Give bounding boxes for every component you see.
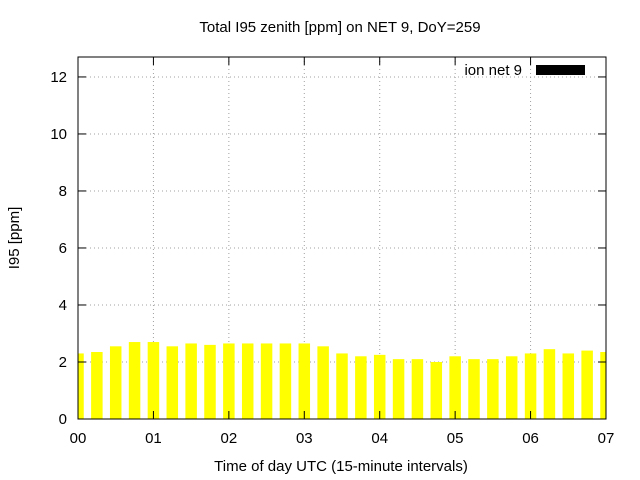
x-tick-label: 06 (522, 430, 539, 447)
bar (411, 359, 424, 419)
bar (524, 353, 537, 419)
plot-frame (77, 56, 607, 420)
y-tick-label: 10 (50, 126, 67, 143)
bar (260, 343, 273, 419)
chart-title: Total I95 zenith [ppm] on NET 9, DoY=259 (199, 19, 480, 36)
grid (78, 57, 606, 419)
bar (543, 349, 556, 419)
bar (147, 342, 160, 419)
x-tick-label: 07 (598, 430, 615, 447)
bar (279, 343, 292, 419)
bar (204, 344, 216, 419)
bar (449, 356, 461, 419)
y-tick-label: 0 (59, 411, 67, 428)
bar (298, 343, 311, 419)
bar (430, 361, 443, 419)
x-tick-label: 00 (70, 430, 87, 447)
legend: ion net 9 (464, 62, 585, 79)
bar (355, 356, 367, 419)
y-tick-label: 8 (59, 183, 67, 200)
bar (373, 354, 386, 419)
bar (581, 350, 593, 419)
bar (600, 352, 606, 419)
bar (392, 359, 405, 419)
bar (185, 343, 197, 419)
bar (91, 352, 103, 419)
y-tick-label: 2 (59, 354, 67, 371)
x-tick-label: 02 (221, 430, 238, 447)
bar (241, 343, 254, 419)
y-tick-label: 6 (59, 240, 67, 257)
x-tick-label: 03 (296, 430, 313, 447)
y-axis-label: I95 [ppm] (6, 207, 23, 270)
legend-swatch (536, 65, 585, 75)
bar (487, 359, 499, 419)
bar (562, 353, 575, 419)
bar (336, 353, 348, 419)
y-tick-label: 4 (59, 297, 67, 314)
bars (78, 342, 606, 419)
y-tick-label: 12 (50, 69, 67, 86)
x-tick-label: 01 (145, 430, 162, 447)
bar (78, 353, 84, 419)
bar (468, 359, 480, 419)
bar (317, 346, 329, 419)
x-axis-label: Time of day UTC (15-minute intervals) (214, 458, 468, 475)
bar (128, 342, 141, 419)
bar (223, 343, 235, 419)
bar (109, 346, 122, 419)
x-tick-label: 04 (371, 430, 388, 447)
legend-label: ion net 9 (464, 62, 522, 79)
bar (505, 356, 518, 419)
x-tick-label: 05 (447, 430, 464, 447)
bar (166, 346, 179, 419)
